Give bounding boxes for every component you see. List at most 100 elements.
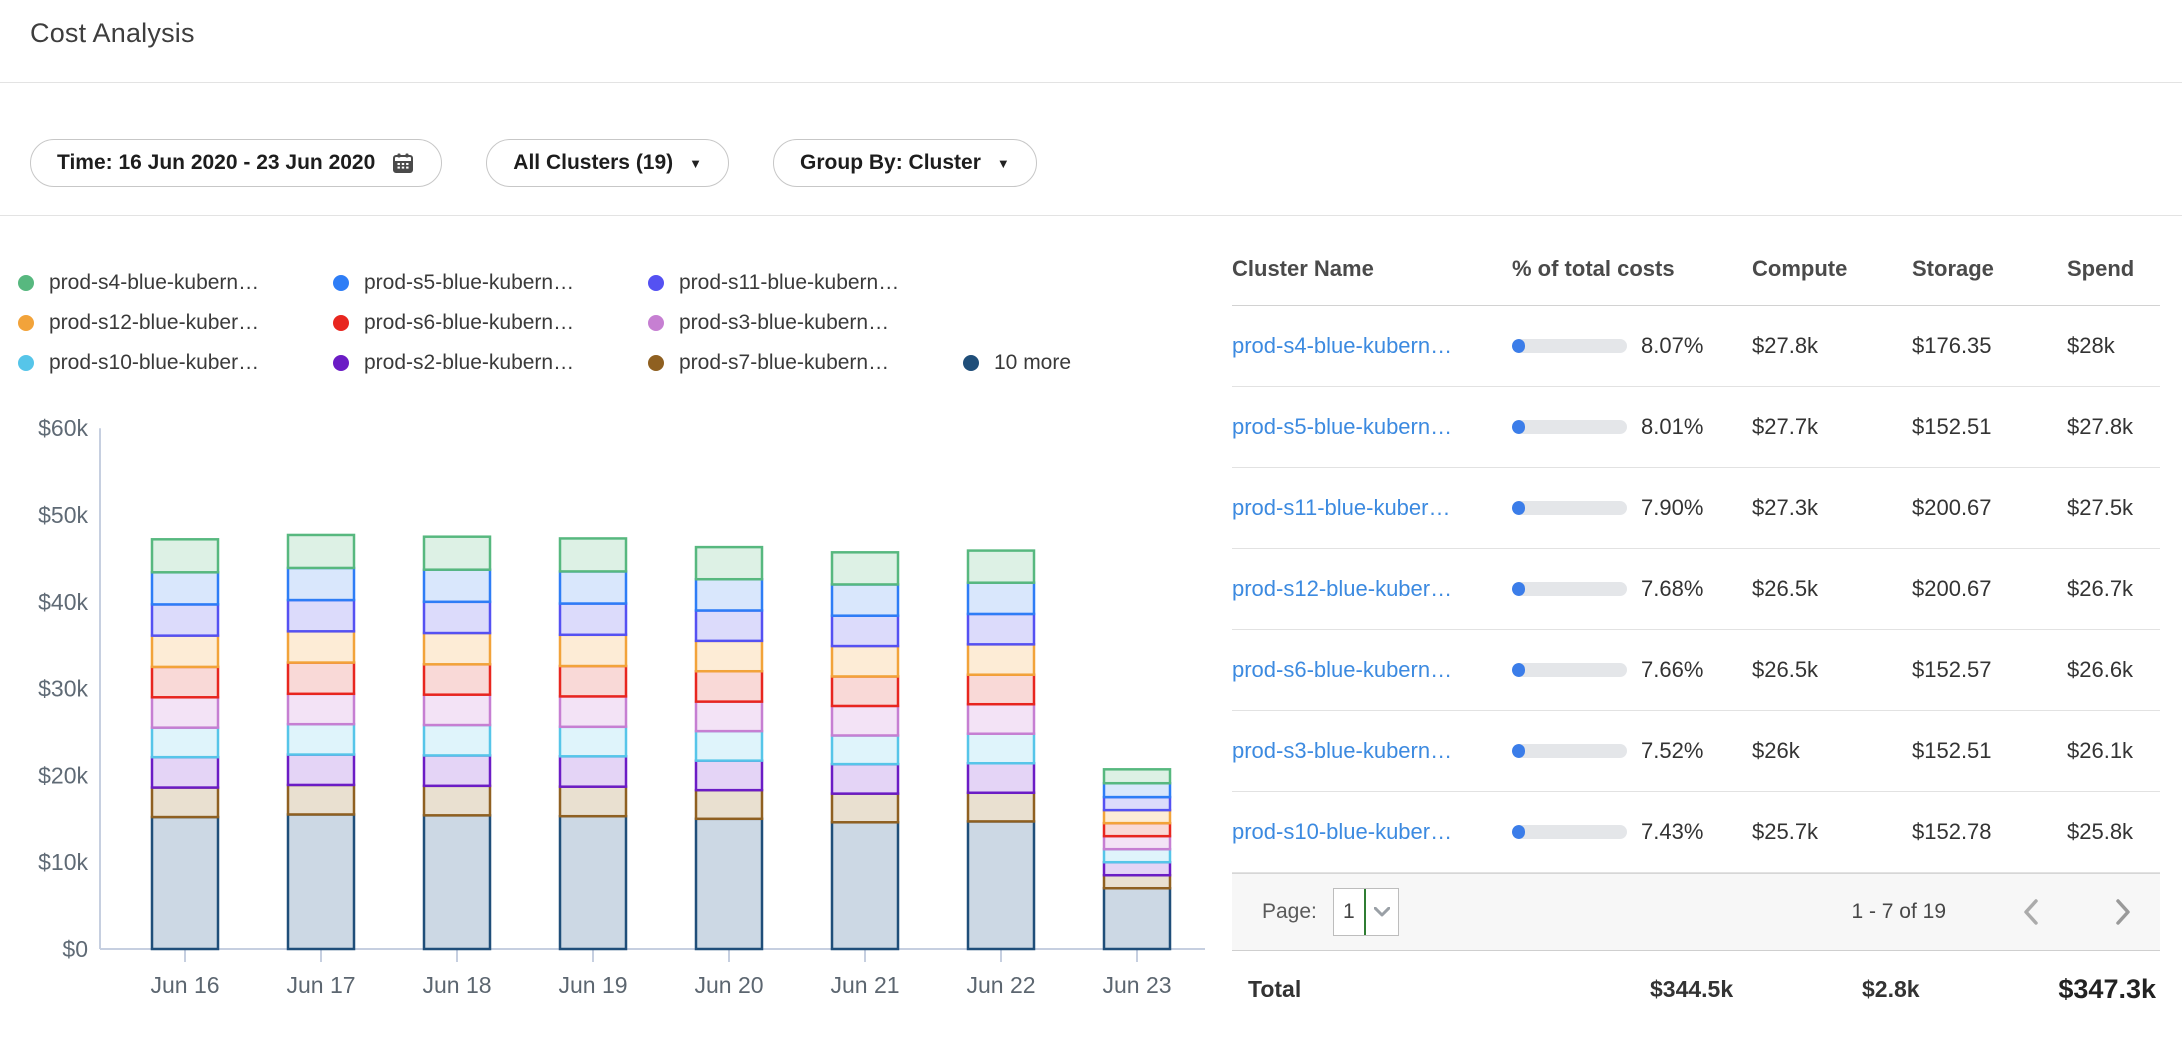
- cluster-name-link[interactable]: prod-s4-blue-kubern…: [1232, 333, 1453, 358]
- bar-segment[interactable]: [286, 533, 356, 570]
- legend-item[interactable]: prod-s4-blue-kubern…: [18, 263, 333, 303]
- bar-segment[interactable]: [286, 753, 356, 787]
- bar-segment[interactable]: [150, 755, 220, 789]
- cluster-name-link[interactable]: prod-s3-blue-kubern…: [1232, 738, 1453, 763]
- legend-item[interactable]: prod-s11-blue-kubern…: [648, 263, 963, 303]
- bar-segment[interactable]: [1102, 847, 1172, 864]
- bar-segment[interactable]: [558, 814, 628, 951]
- bar-segment[interactable]: [150, 665, 220, 699]
- bar-segment[interactable]: [966, 791, 1036, 823]
- bar-segment[interactable]: [558, 725, 628, 758]
- group-by-filter[interactable]: Group By: Cluster ▼: [773, 139, 1037, 187]
- legend-item[interactable]: prod-s12-blue-kuber…: [18, 303, 333, 343]
- cluster-name-link[interactable]: prod-s6-blue-kubern…: [1232, 657, 1453, 682]
- legend-item[interactable]: prod-s3-blue-kubern…: [648, 303, 963, 343]
- bar-segment[interactable]: [966, 820, 1036, 951]
- bar-segment[interactable]: [830, 675, 900, 708]
- bar-segment[interactable]: [422, 754, 492, 788]
- bar-segment[interactable]: [830, 734, 900, 766]
- bar-segment[interactable]: [150, 571, 220, 606]
- bar-segment[interactable]: [1102, 795, 1172, 812]
- bar-segment[interactable]: [422, 631, 492, 666]
- bar-segment[interactable]: [1102, 886, 1172, 951]
- bar-segment[interactable]: [694, 669, 764, 703]
- bar-segment[interactable]: [150, 634, 220, 669]
- cluster-name-link[interactable]: prod-s11-blue-kuber…: [1232, 495, 1451, 520]
- bar-segment[interactable]: [966, 643, 1036, 676]
- bar-segment[interactable]: [150, 726, 220, 759]
- bar-segment[interactable]: [286, 630, 356, 664]
- bar-segment[interactable]: [694, 729, 764, 762]
- bar-segment[interactable]: [694, 545, 764, 581]
- bar-segment[interactable]: [966, 732, 1036, 765]
- page-select[interactable]: 1: [1332, 888, 1399, 936]
- bar-segment[interactable]: [150, 603, 220, 637]
- bar-segment[interactable]: [1102, 834, 1172, 851]
- bar-segment[interactable]: [558, 755, 628, 788]
- bar-segment[interactable]: [830, 583, 900, 617]
- bar-segment[interactable]: [150, 786, 220, 819]
- bar-segment[interactable]: [1102, 808, 1172, 825]
- bar-segment[interactable]: [286, 722, 356, 756]
- bar-segment[interactable]: [966, 549, 1036, 584]
- bar-segment[interactable]: [558, 785, 628, 818]
- bar-segment[interactable]: [830, 614, 900, 648]
- bar-segment[interactable]: [694, 817, 764, 951]
- bar-segment[interactable]: [286, 783, 356, 816]
- bar-segment[interactable]: [694, 700, 764, 733]
- bar-segment[interactable]: [286, 598, 356, 633]
- cluster-name-link[interactable]: prod-s10-blue-kuber…: [1232, 819, 1453, 844]
- bar-segment[interactable]: [558, 695, 628, 729]
- cluster-name-link[interactable]: prod-s5-blue-kubern…: [1232, 414, 1453, 439]
- bar-segment[interactable]: [830, 792, 900, 824]
- bar-segment[interactable]: [422, 600, 492, 635]
- next-page-button[interactable]: [2100, 898, 2146, 926]
- cluster-name-link[interactable]: prod-s12-blue-kuber…: [1232, 576, 1453, 601]
- bar-segment[interactable]: [694, 639, 764, 673]
- previous-page-button[interactable]: [2008, 898, 2054, 926]
- bar-segment[interactable]: [694, 759, 764, 792]
- bar-segment[interactable]: [422, 535, 492, 571]
- legend-item[interactable]: prod-s6-blue-kubern…: [333, 303, 648, 343]
- bar-segment[interactable]: [830, 704, 900, 737]
- bar-segment[interactable]: [422, 663, 492, 696]
- bar-segment[interactable]: [966, 581, 1036, 616]
- bar-segment[interactable]: [694, 577, 764, 612]
- bar-segment[interactable]: [422, 814, 492, 951]
- bar-segment[interactable]: [558, 602, 628, 637]
- bar-segment[interactable]: [1102, 860, 1172, 877]
- bar-segment[interactable]: [966, 612, 1036, 646]
- bar-segment[interactable]: [422, 568, 492, 604]
- bar-segment[interactable]: [1102, 821, 1172, 838]
- bar-segment[interactable]: [422, 723, 492, 757]
- bar-segment[interactable]: [286, 692, 356, 726]
- legend-item[interactable]: prod-s2-blue-kubern…: [333, 343, 648, 383]
- bar-segment[interactable]: [286, 566, 356, 602]
- bar-segment[interactable]: [286, 813, 356, 951]
- bar-segment[interactable]: [150, 696, 220, 729]
- bar-segment[interactable]: [558, 633, 628, 668]
- bar-segment[interactable]: [694, 788, 764, 821]
- time-range-filter[interactable]: Time: 16 Jun 2020 - 23 Jun 2020: [30, 139, 443, 187]
- bar-segment[interactable]: [150, 538, 220, 574]
- bar-segment[interactable]: [966, 673, 1036, 706]
- bar-segment[interactable]: [558, 537, 628, 573]
- bar-segment[interactable]: [286, 661, 356, 696]
- bar-segment[interactable]: [558, 664, 628, 698]
- bar-segment[interactable]: [422, 693, 492, 727]
- bar-segment[interactable]: [694, 609, 764, 643]
- bar-segment[interactable]: [1102, 873, 1172, 890]
- bar-segment[interactable]: [150, 815, 220, 951]
- legend-item[interactable]: prod-s10-blue-kuber…: [18, 343, 333, 383]
- legend-item[interactable]: 10 more: [963, 343, 1071, 383]
- bar-segment[interactable]: [830, 644, 900, 678]
- bar-segment[interactable]: [1102, 781, 1172, 799]
- clusters-filter[interactable]: All Clusters (19) ▼: [486, 139, 730, 187]
- bar-segment[interactable]: [1102, 768, 1172, 785]
- legend-item[interactable]: prod-s7-blue-kubern…: [648, 343, 963, 383]
- bar-segment[interactable]: [830, 762, 900, 795]
- bar-segment[interactable]: [558, 570, 628, 605]
- bar-segment[interactable]: [422, 784, 492, 817]
- bar-segment[interactable]: [830, 551, 900, 586]
- bar-segment[interactable]: [830, 821, 900, 951]
